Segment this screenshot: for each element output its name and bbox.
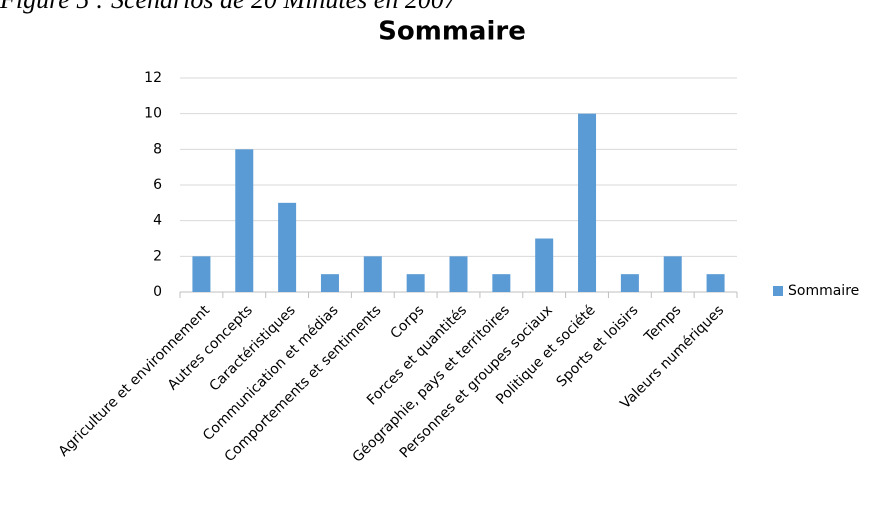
bar	[235, 149, 254, 292]
y-tick-label: 10	[144, 106, 162, 122]
y-tick-label: 12	[144, 70, 162, 86]
x-tick-label: Agriculture et environnement	[56, 302, 214, 460]
y-tick-label: 8	[153, 141, 162, 157]
y-tick-label: 0	[153, 284, 162, 300]
y-tick-label: 6	[153, 177, 162, 193]
bar	[535, 238, 554, 292]
bar	[406, 274, 425, 292]
x-tick-label: Géographie, pays et territoires	[350, 302, 513, 465]
y-tick-label: 2	[153, 248, 162, 264]
legend-swatch	[773, 286, 783, 296]
bar	[363, 256, 382, 292]
bar	[192, 256, 211, 292]
bar	[578, 113, 597, 293]
bar	[278, 202, 297, 292]
x-tick-label: Sports et loisirs	[554, 302, 642, 390]
bar	[663, 256, 682, 292]
x-tick-label: Personnes et groupes sociaux	[397, 302, 556, 461]
x-tick-label: Comportements et sentiments	[222, 302, 385, 465]
bar	[449, 256, 468, 292]
bar	[492, 274, 511, 292]
x-tick-label: Corps	[388, 302, 428, 342]
chart-title: Sommaire	[378, 17, 526, 47]
figure-caption: Figure 5 : Scénarios de 20 Minutes en 20…	[0, 0, 458, 14]
bar	[320, 274, 339, 292]
bar	[706, 274, 725, 292]
bar	[620, 274, 639, 292]
legend-label: Sommaire	[788, 283, 859, 299]
y-tick-label: 4	[153, 213, 162, 229]
